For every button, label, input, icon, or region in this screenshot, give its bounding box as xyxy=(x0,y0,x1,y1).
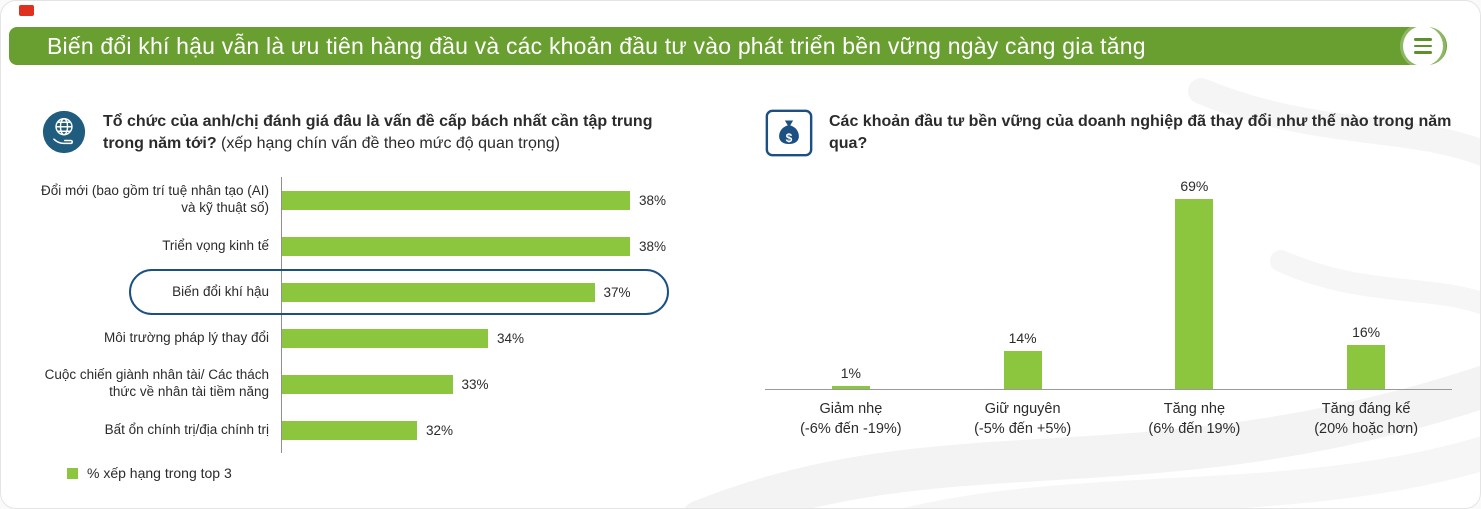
chart-row: Biến đổi khí hậu 37% xyxy=(41,269,741,315)
chart-column: 16% xyxy=(1280,324,1452,389)
category-name: Tăng đáng kể xyxy=(1321,401,1411,417)
chart-row: Cuộc chiến giành nhân tài/ Các thách thứ… xyxy=(41,361,741,407)
left-question-bold: Tổ chức của anh/chị đánh giá đâu là vấn … xyxy=(103,113,653,152)
chart-column: 1% xyxy=(765,365,937,389)
bar-value-label: 16% xyxy=(1352,324,1381,340)
category-label: Tăng nhẹ (6% đến 19%) xyxy=(1109,399,1281,440)
bar xyxy=(1003,350,1042,389)
category-label: Đổi mới (bao gồm trí tuệ nhân tạo (AI) v… xyxy=(41,183,269,215)
chart-legend: % xếp hạng trong top 3 xyxy=(67,465,741,481)
category-name: Giảm nhẹ xyxy=(819,401,883,417)
legend-label: % xếp hạng trong top 3 xyxy=(87,465,232,481)
bar-value-label: 1% xyxy=(840,365,861,382)
right-question: Các khoản đầu tư bền vững của doanh nghi… xyxy=(829,111,1452,154)
svg-text:$: $ xyxy=(786,131,793,145)
category-label: Giữ nguyên (-5% đến +5%) xyxy=(937,399,1109,440)
bar-value-label: 69% xyxy=(1180,178,1209,195)
bar xyxy=(1175,199,1214,389)
bar-value-label: 38% xyxy=(639,192,667,208)
chart-row: Đổi mới (bao gồm trí tuệ nhân tạo (AI) v… xyxy=(41,177,741,223)
hamburger-menu-button[interactable] xyxy=(1403,26,1443,66)
bar xyxy=(282,420,417,440)
category-label: Cuộc chiến giành nhân tài/ Các thách thứ… xyxy=(44,367,269,399)
category-name: Tăng nhẹ xyxy=(1163,401,1226,417)
left-question-note: (xếp hạng chín vấn đề theo mức độ quan t… xyxy=(221,134,560,152)
priority-bar-chart: Đổi mới (bao gồm trí tuệ nhân tạo (AI) v… xyxy=(41,177,741,453)
investment-category-labels: Giảm nhẹ (-6% đến -19%) Giữ nguyên (-5% đến… xyxy=(765,399,1452,440)
category-range: (20% hoặc hơn) xyxy=(1314,421,1419,438)
priority-panel: Tổ chức của anh/chị đánh giá đâu là vấn … xyxy=(41,109,741,508)
bar-track: 33% xyxy=(281,361,741,407)
category-label: Triển vọng kinh tế xyxy=(162,237,269,253)
bar xyxy=(1347,345,1386,389)
globe-hand-icon xyxy=(41,109,87,155)
bar xyxy=(282,236,630,256)
category-range: (6% đến 19%) xyxy=(1148,421,1241,438)
chart-row: Môi trường pháp lý thay đổi 34% xyxy=(41,315,741,361)
category-range: (-6% đến -19%) xyxy=(800,421,902,438)
bar-track: 37% xyxy=(281,269,741,315)
chart-row: Bất ổn chính trị/địa chính trị 32% xyxy=(41,407,741,453)
bar-value-label: 38% xyxy=(639,238,667,254)
bar-value-label: 32% xyxy=(426,422,454,438)
investment-panel: $ Các khoản đầu tư bền vững của doanh ng… xyxy=(765,109,1452,508)
chart-column: 14% xyxy=(937,329,1109,389)
header-title: Biến đổi khí hậu vẫn là ưu tiên hàng đầu… xyxy=(47,32,1146,59)
chart-row: Triển vọng kinh tế 38% xyxy=(41,223,741,269)
right-question-bold: Các khoản đầu tư bền vững của doanh nghi… xyxy=(829,113,1452,152)
category-label: Biến đổi khí hậu xyxy=(172,283,269,299)
category-label: Tăng đáng kể (20% hoặc hơn) xyxy=(1280,399,1452,440)
bar-value-label: 34% xyxy=(497,330,525,346)
bar-track: 34% xyxy=(281,315,741,361)
money-bag-icon: $ xyxy=(765,109,813,157)
investment-bar-chart: 1% 14% 69% 16% xyxy=(765,173,1452,390)
bar xyxy=(282,374,453,394)
bar-track: 38% xyxy=(281,177,741,223)
category-label: Giảm nhẹ (-6% đến -19%) xyxy=(765,399,937,440)
bar xyxy=(282,282,595,302)
content-area: Tổ chức của anh/chị đánh giá đâu là vấn … xyxy=(1,65,1480,508)
bar-track: 32% xyxy=(281,407,741,453)
header-banner: Biến đổi khí hậu vẫn là ưu tiên hàng đầu… xyxy=(9,26,1447,66)
category-name: Giữ nguyên xyxy=(984,401,1061,417)
bar-value-label: 33% xyxy=(461,376,489,392)
category-range: (-5% đến +5%) xyxy=(974,421,1072,438)
brand-logo xyxy=(19,5,34,16)
legend-swatch xyxy=(67,467,78,479)
chart-column: 69% xyxy=(1109,178,1281,389)
bar xyxy=(282,328,488,348)
left-question: Tổ chức của anh/chị đánh giá đâu là vấn … xyxy=(103,111,663,154)
hamburger-menu-icon xyxy=(1414,38,1432,41)
bar-track: 38% xyxy=(281,223,741,269)
bar-value-label: 37% xyxy=(603,284,631,300)
bar-value-label: 14% xyxy=(1008,329,1037,346)
bar xyxy=(282,190,630,210)
category-label: Môi trường pháp lý thay đổi xyxy=(104,329,269,345)
bar xyxy=(831,386,870,389)
category-label: Bất ổn chính trị/địa chính trị xyxy=(104,421,269,437)
